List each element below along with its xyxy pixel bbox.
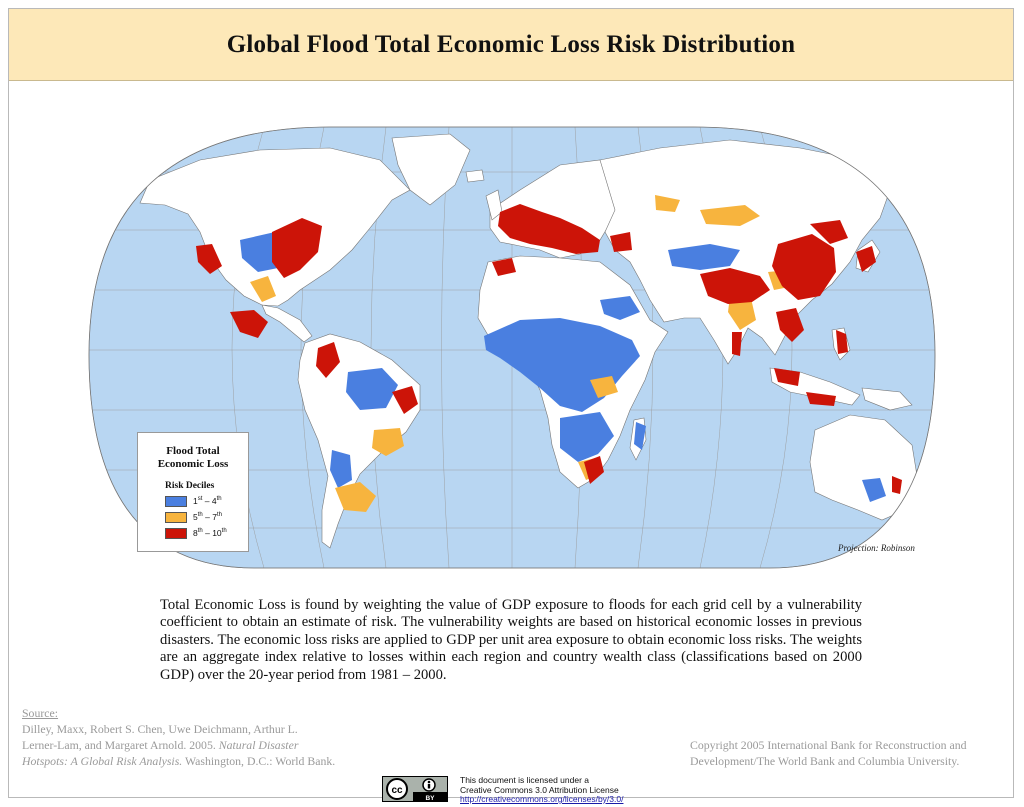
legend-swatch-mid xyxy=(165,511,187,523)
map-border xyxy=(88,126,936,569)
license-text: This document is licensed under a Creati… xyxy=(460,775,624,804)
iceland xyxy=(465,169,485,183)
risk-mid-areas xyxy=(250,195,794,512)
title-banner: Global Flood Total Economic Loss Risk Di… xyxy=(9,9,1013,81)
description-text: Total Economic Loss is found by weightin… xyxy=(160,597,862,683)
source-line-2: Lerner-Lam, and Margaret Arnold. 2005. N… xyxy=(22,738,299,752)
cc-badge-text: cc xyxy=(391,785,403,796)
page-frame xyxy=(8,8,1014,798)
source-line-3: Hotspots: A Global Risk Analysis. Washin… xyxy=(22,754,336,768)
map-legend: Flood Total Economic Loss Risk Deciles 1… xyxy=(137,432,249,552)
page-title: Global Flood Total Economic Loss Risk Di… xyxy=(226,30,796,58)
source-line-1: Dilley, Maxx, Robert S. Chen, Uwe Deichm… xyxy=(22,722,298,736)
new-guinea xyxy=(861,387,913,411)
legend-row-low: 1st – 4th xyxy=(165,495,248,507)
source-heading: Source: xyxy=(22,706,59,720)
legend-title: Flood Total Economic Loss xyxy=(157,445,229,470)
greenland xyxy=(391,133,471,206)
legend-swatch-low xyxy=(165,495,187,507)
projection-label: Projection: Robinson xyxy=(838,543,915,553)
legend-swatch-high xyxy=(165,527,187,539)
new-zealand xyxy=(936,500,948,530)
cc-by-icon: cc BY xyxy=(383,777,447,802)
legend-label-mid: 5th – 7th xyxy=(193,512,222,522)
legend-label-low: 1st – 4th xyxy=(193,496,222,506)
by-badge-text: BY xyxy=(425,795,435,801)
legend-label-high: 8th – 10th xyxy=(193,528,227,538)
central-america xyxy=(261,304,313,343)
legend-subtitle: Risk Deciles xyxy=(165,481,215,491)
cc-license-badge: cc BY xyxy=(382,776,448,802)
license-link[interactable]: http://creativecommons.org/licenses/by/3… xyxy=(460,794,624,804)
risk-high-areas xyxy=(196,204,902,494)
north-america xyxy=(139,147,411,307)
copyright-notice: Copyright 2005 International Bank for Re… xyxy=(690,738,967,768)
source-citation: Source: Dilley, Maxx, Robert S. Chen, Uw… xyxy=(22,705,362,769)
legend-row-high: 8th – 10th xyxy=(165,527,248,539)
legend-row-mid: 5th – 7th xyxy=(165,511,248,523)
